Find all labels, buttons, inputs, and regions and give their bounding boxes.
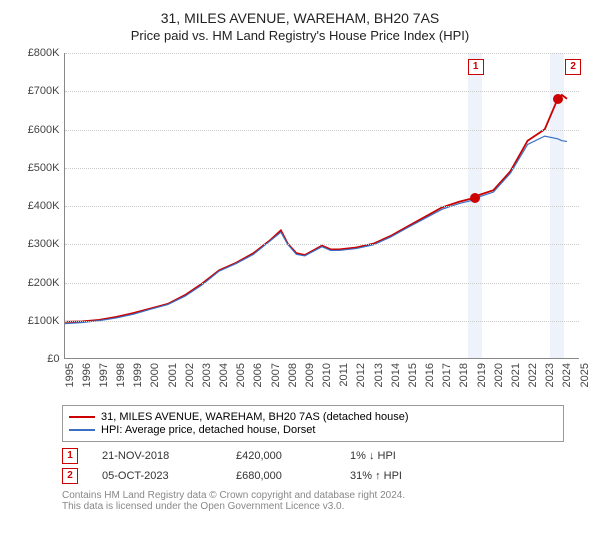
- transaction-id-box: 2: [62, 468, 78, 484]
- transaction-diff: 31% ↑ HPI: [350, 470, 402, 482]
- x-tick-label: 2006: [252, 363, 264, 387]
- x-tick-label: 2000: [149, 363, 161, 387]
- transaction-date: 21-NOV-2018: [102, 450, 212, 462]
- transaction-row: 1 21-NOV-2018 £420,000 1% ↓ HPI: [62, 448, 564, 464]
- x-tick-label: 2009: [304, 363, 316, 387]
- x-tick-label: 1998: [115, 363, 127, 387]
- gridline: [65, 283, 579, 284]
- gridline: [65, 206, 579, 207]
- y-tick-label: £0: [47, 353, 59, 365]
- y-tick-label: £400K: [28, 200, 60, 212]
- x-tick-label: 2023: [544, 363, 556, 387]
- x-tick-label: 2014: [390, 363, 402, 387]
- page-subtitle: Price paid vs. HM Land Registry's House …: [14, 28, 586, 43]
- transaction-row: 2 05-OCT-2023 £680,000 31% ↑ HPI: [62, 468, 564, 484]
- x-tick-label: 2019: [476, 363, 488, 387]
- legend-swatch: [69, 429, 95, 431]
- y-axis: £0£100K£200K£300K£400K£500K£600K£700K£80…: [18, 49, 64, 359]
- transaction-marker-label: 2: [565, 59, 581, 75]
- x-tick-label: 2018: [458, 363, 470, 387]
- gridline: [65, 130, 579, 131]
- x-tick-label: 2021: [510, 363, 522, 387]
- y-tick-label: £100K: [28, 315, 60, 327]
- x-axis: 1995 1996 1997 1998 1999 2000 2001 2002 2003 2004…: [64, 359, 579, 399]
- x-tick-label: 2024: [561, 363, 573, 387]
- x-tick-label: 2016: [424, 363, 436, 387]
- x-tick-label: 2007: [270, 363, 282, 387]
- transaction-marker: [553, 94, 563, 104]
- x-tick-label: 1996: [81, 363, 93, 387]
- y-tick-label: £700K: [28, 85, 60, 97]
- y-tick-label: £300K: [28, 238, 60, 250]
- x-tick-label: 2025: [579, 363, 591, 387]
- x-tick-label: 2005: [235, 363, 247, 387]
- footnote-line: This data is licensed under the Open Gov…: [62, 501, 564, 512]
- transaction-diff: 1% ↓ HPI: [350, 450, 396, 462]
- gridline: [65, 168, 579, 169]
- gridline: [65, 53, 579, 54]
- x-tick-label: 2017: [441, 363, 453, 387]
- x-tick-label: 2012: [355, 363, 367, 387]
- chart: £0 £100K £200K £300K £400K £500K £600K £700K £80…: [18, 49, 583, 399]
- x-tick-label: 2004: [218, 363, 230, 387]
- x-tick-label: 1997: [98, 363, 110, 387]
- legend-item: 31, MILES AVENUE, WAREHAM, BH20 7AS (det…: [69, 411, 557, 423]
- transaction-table: 1 21-NOV-2018 £420,000 1% ↓ HPI 2 05-OCT-2023…: [62, 448, 564, 484]
- transaction-marker: [470, 193, 480, 203]
- legend-swatch: [69, 416, 95, 418]
- x-tick-label: 2002: [184, 363, 196, 387]
- x-tick-label: 2022: [527, 363, 539, 387]
- x-tick-label: 2013: [373, 363, 385, 387]
- page-title: 31, MILES AVENUE, WAREHAM, BH20 7AS: [14, 10, 586, 26]
- x-tick-label: 2010: [321, 363, 333, 387]
- transaction-date: 05-OCT-2023: [102, 470, 212, 482]
- x-tick-label: 2008: [287, 363, 299, 387]
- x-tick-label: 2011: [338, 363, 350, 387]
- gridline: [65, 244, 579, 245]
- legend-label: 31, MILES AVENUE, WAREHAM, BH20 7AS (det…: [101, 411, 409, 423]
- x-tick-label: 1995: [64, 363, 76, 387]
- plot-area: 12: [64, 53, 579, 359]
- footnote: Contains HM Land Registry data © Crown c…: [62, 490, 564, 512]
- y-tick-label: £200K: [28, 277, 60, 289]
- series-line-hpi: [65, 136, 567, 324]
- legend-label: HPI: Average price, detached house, Dors…: [101, 424, 315, 436]
- y-tick-label: £600K: [28, 124, 60, 136]
- x-tick-label: 2001: [167, 363, 179, 387]
- y-tick-label: £800K: [28, 47, 60, 59]
- transaction-id-box: 1: [62, 448, 78, 464]
- transaction-marker-label: 1: [468, 59, 484, 75]
- x-tick-label: 2015: [407, 363, 419, 387]
- gridline: [65, 321, 579, 322]
- transaction-price: £420,000: [236, 450, 326, 462]
- transaction-price: £680,000: [236, 470, 326, 482]
- x-tick-label: 2020: [493, 363, 505, 387]
- gridline: [65, 91, 579, 92]
- x-tick-label: 2003: [201, 363, 213, 387]
- footnote-line: Contains HM Land Registry data © Crown c…: [62, 490, 564, 501]
- x-tick-label: 1999: [132, 363, 144, 387]
- legend-item: HPI: Average price, detached house, Dors…: [69, 424, 557, 436]
- legend: 31, MILES AVENUE, WAREHAM, BH20 7AS (det…: [62, 405, 564, 442]
- y-tick-label: £500K: [28, 162, 60, 174]
